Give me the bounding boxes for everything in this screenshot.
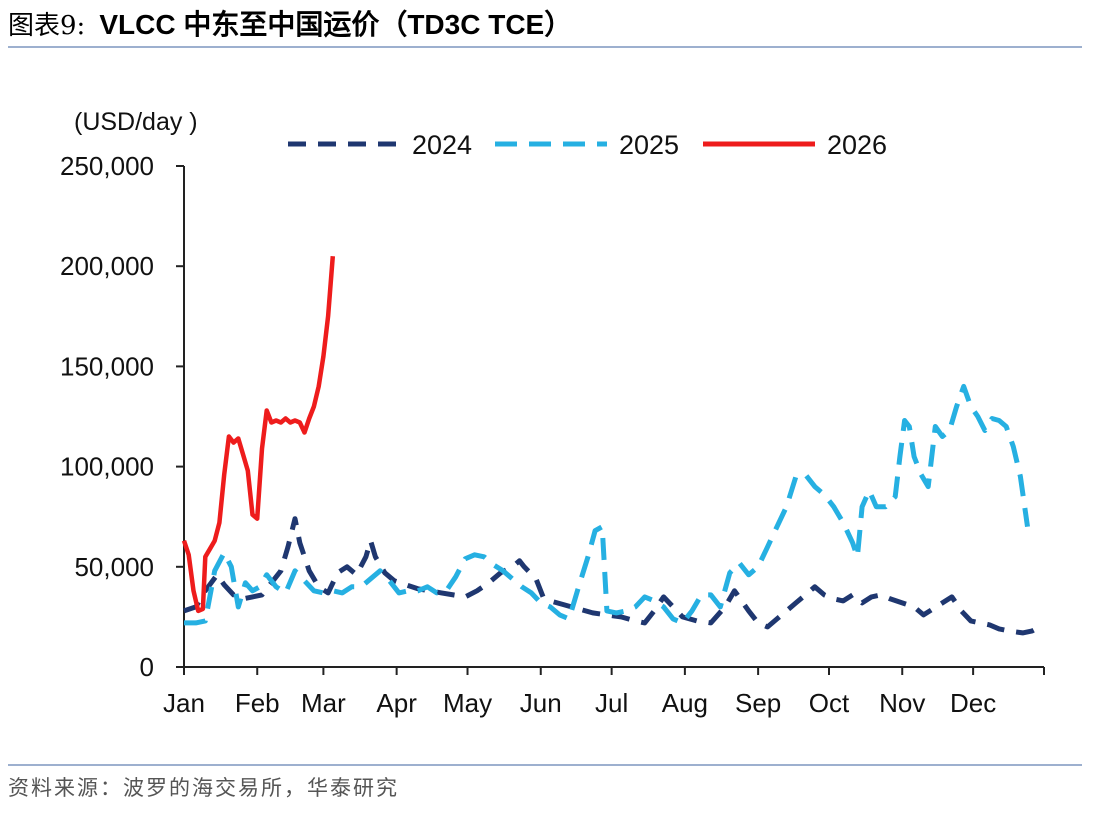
chart-axes: 0 50,000 100,000 150,000 200,000 250,000 (USD/…: [60, 108, 1045, 718]
figure-title-row: 图表9: VLCC 中东至中国运价（TD3C TCE）: [8, 0, 572, 46]
y-axis-label: (USD/day ): [74, 108, 198, 136]
x-tick-label: Aug: [662, 688, 708, 718]
figure-label: 图表9:: [8, 10, 86, 41]
chart-series: [181, 256, 1046, 636]
line-chart: 0 50,000 100,000 150,000 200,000 250,000 (USD/…: [60, 108, 1046, 718]
title-divider: [8, 46, 1082, 48]
y-tick-label: 250,000: [60, 151, 154, 181]
y-tick-label: 50,000: [74, 552, 154, 582]
y-tick-label: 0: [140, 652, 154, 682]
x-tick-label: Jun: [520, 688, 562, 718]
legend-label-2026: 2026: [827, 130, 887, 160]
legend-label-2024: 2024: [412, 130, 472, 160]
x-tick-label: Dec: [950, 688, 996, 718]
chart-legend: 2024 2025 2026: [288, 130, 887, 160]
y-tick-label: 150,000: [60, 351, 154, 381]
x-tick-label: Feb: [235, 688, 280, 718]
x-tick-label: Jul: [595, 688, 628, 718]
series-line-2025: [184, 383, 1030, 626]
series-line-2024: [183, 516, 1046, 636]
x-tick-label: Sep: [735, 688, 781, 718]
x-tick-label: Apr: [376, 688, 417, 718]
x-tick-label: Jan: [163, 688, 205, 718]
x-tick-label: May: [443, 688, 492, 718]
x-tick-label: Mar: [301, 688, 346, 718]
y-tick-label: 100,000: [60, 452, 154, 482]
series-line-2026: [181, 256, 336, 614]
source-note: 资料来源：波罗的海交易所，华泰研究: [8, 776, 399, 800]
source-divider: [8, 764, 1082, 766]
x-tick-label: Nov: [879, 688, 925, 718]
y-tick-label: 200,000: [60, 251, 154, 281]
figure-title: VLCC 中东至中国运价（TD3C TCE）: [99, 9, 573, 40]
legend-label-2025: 2025: [619, 130, 679, 160]
x-tick-label: Oct: [809, 688, 850, 718]
